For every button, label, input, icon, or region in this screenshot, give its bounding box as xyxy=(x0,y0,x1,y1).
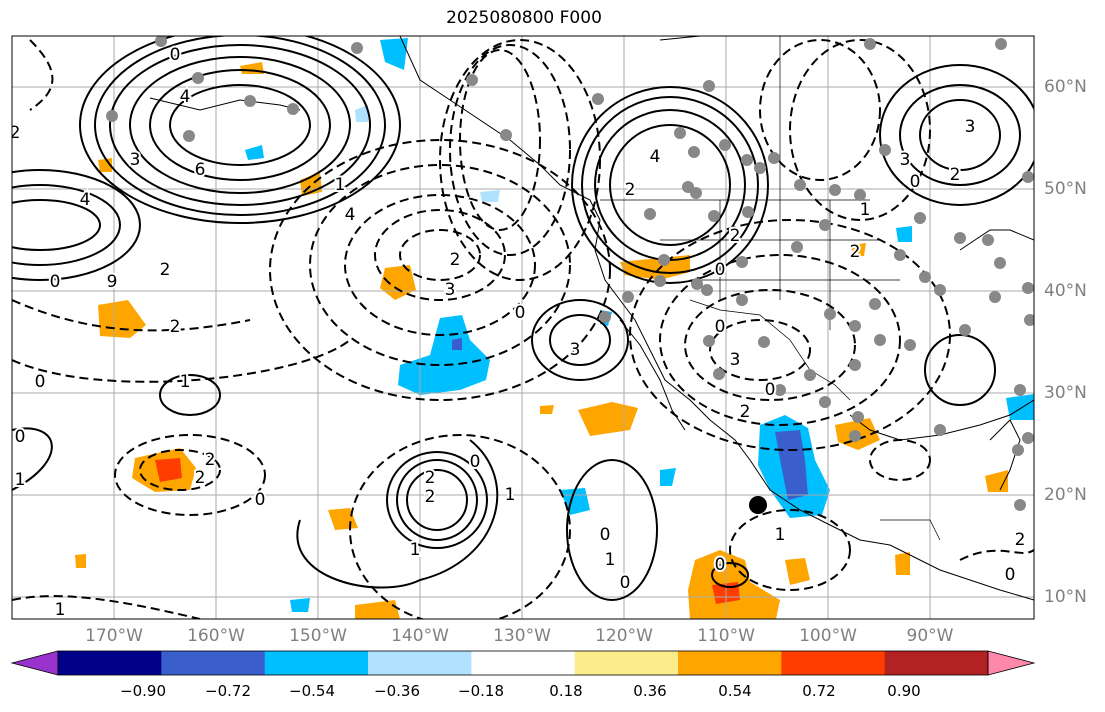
contour-label: 2 xyxy=(425,468,436,488)
contour-label: 1 xyxy=(605,550,616,570)
station-markers xyxy=(106,36,1034,511)
colorbar-cell xyxy=(678,651,782,675)
contour-label: 0 xyxy=(1005,565,1016,585)
lat-label-50n: 50°N xyxy=(1044,179,1087,199)
contour-label: 2 xyxy=(10,123,21,143)
contour-label: 2 xyxy=(195,468,206,488)
storm-position-marker xyxy=(749,496,767,514)
lat-label-40n: 40°N xyxy=(1044,281,1087,301)
colorbar-cell xyxy=(781,651,886,675)
colorbar-cell xyxy=(161,651,266,675)
contour-label: 3 xyxy=(900,150,911,170)
contour-label: 4 xyxy=(345,205,356,225)
lon-label-100w: 100°W xyxy=(799,626,857,646)
contour-label: 0 xyxy=(715,317,726,337)
contour-label: 3 xyxy=(445,280,456,300)
contour-label: 2 xyxy=(160,260,171,280)
contour-label: 1 xyxy=(775,525,786,545)
lon-label-170w: 170°W xyxy=(85,626,143,646)
colorbar-extend-min xyxy=(10,650,59,676)
contour-label: 2 xyxy=(425,487,436,507)
lon-label-130w: 130°W xyxy=(493,626,551,646)
contour-label: 0 xyxy=(715,555,726,575)
lon-label-150w: 150°W xyxy=(289,626,347,646)
map-frame xyxy=(11,35,1035,620)
contour-label: 0 xyxy=(620,573,631,593)
positive-contours xyxy=(12,36,1034,601)
lat-label-20n: 20°N xyxy=(1044,485,1087,505)
colorbar-tick: −0.72 xyxy=(205,682,251,700)
contour-label: 3 xyxy=(130,150,141,170)
contour-label: 0 xyxy=(715,260,726,280)
contour-label: 2 xyxy=(625,180,636,200)
contour-label: 3 xyxy=(730,350,741,370)
colorbar-tick: 0.18 xyxy=(549,682,583,700)
map-panel: 0463429021432034220030202122010122101010… xyxy=(10,35,1035,620)
contour-label: 2 xyxy=(730,226,741,246)
contour-label: 0 xyxy=(765,380,776,400)
contour-label: 2 xyxy=(850,242,861,262)
colorbar-tick: 0.90 xyxy=(887,682,921,700)
lon-label-140w: 140°W xyxy=(391,626,449,646)
lon-label-110w: 110°W xyxy=(697,626,755,646)
contour-label: 4 xyxy=(650,147,661,167)
lon-label-90w: 90°W xyxy=(906,626,954,646)
contour-label: 1 xyxy=(410,540,421,560)
colorbar xyxy=(10,650,1036,676)
contour-label: 2 xyxy=(205,450,216,470)
contour-label: 2 xyxy=(1015,530,1026,550)
colorbar-tick: −0.54 xyxy=(289,682,335,700)
colorbar-tick: 0.72 xyxy=(802,682,836,700)
colorbar-cell xyxy=(368,651,472,675)
colorbar-frame xyxy=(57,650,989,676)
colorbar-tick: −0.36 xyxy=(374,682,420,700)
colorbar-cell xyxy=(471,651,576,675)
contour-labels: 0463429021432034220030202122010122101010… xyxy=(10,43,1027,620)
contour-label: 0 xyxy=(50,272,61,292)
contour-label: 1 xyxy=(15,470,26,490)
contour-label: 2 xyxy=(950,165,961,185)
contour-label: 0 xyxy=(910,172,921,192)
contour-label: 0 xyxy=(15,427,26,447)
map-title: 2025080800 F000 xyxy=(446,8,602,28)
colorbar-tick: −0.18 xyxy=(458,682,504,700)
contour-label: 9 xyxy=(107,272,118,292)
colorbar-cells xyxy=(10,650,1036,676)
negative-contours xyxy=(12,39,1034,619)
contour-label: 1 xyxy=(505,485,516,505)
colorbar-cell xyxy=(264,651,369,675)
contour-label: 2 xyxy=(170,317,181,337)
colorbar-tick: −0.90 xyxy=(120,682,166,700)
colorbar-tick: 0.54 xyxy=(718,682,752,700)
contour-label: 0 xyxy=(35,372,46,392)
contour-label: 0 xyxy=(515,303,526,323)
contour-label: 1 xyxy=(860,200,871,220)
contour-label: 4 xyxy=(80,190,91,210)
lat-label-10n: 10°N xyxy=(1044,587,1087,607)
colorbar-tick: 0.36 xyxy=(633,682,667,700)
lat-label-30n: 30°N xyxy=(1044,383,1087,403)
contour-label: 0 xyxy=(255,490,266,510)
colorbar-cell xyxy=(884,651,989,675)
contour-label: 0 xyxy=(600,525,611,545)
colorbar-cell xyxy=(58,651,162,675)
lon-label-120w: 120°W xyxy=(595,626,653,646)
contour-label: 0 xyxy=(170,45,181,65)
contour-label: 2 xyxy=(450,250,461,270)
contour-label: 3 xyxy=(570,340,581,360)
contour-label: 1 xyxy=(335,175,346,195)
contour-label: 1 xyxy=(55,600,66,620)
contour-label: 1 xyxy=(180,372,191,392)
colorbar-extend-max xyxy=(987,650,1036,676)
lon-label-160w: 160°W xyxy=(187,626,245,646)
contour-label: 0 xyxy=(470,452,481,472)
contour-label: 4 xyxy=(180,87,191,107)
contour-label: 6 xyxy=(195,160,206,180)
colorbar-cell xyxy=(574,651,679,675)
contour-label: 3 xyxy=(965,117,976,137)
contour-label: 2 xyxy=(740,402,751,422)
lat-label-60n: 60°N xyxy=(1044,77,1087,97)
